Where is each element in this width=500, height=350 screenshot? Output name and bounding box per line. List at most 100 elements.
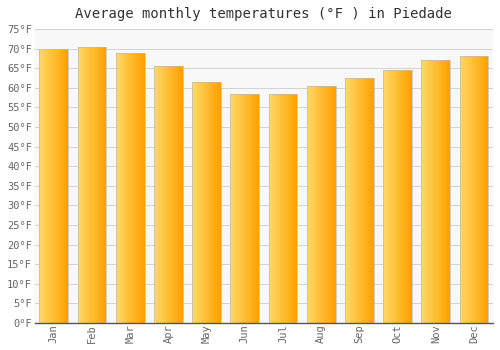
Bar <box>130 52 131 323</box>
Bar <box>323 86 324 323</box>
Bar <box>212 82 214 323</box>
Bar <box>371 78 372 323</box>
Bar <box>258 94 259 323</box>
Bar <box>62 49 64 323</box>
Bar <box>274 94 276 323</box>
Bar <box>383 70 384 323</box>
Bar <box>128 52 130 323</box>
Bar <box>385 70 386 323</box>
Bar <box>240 94 241 323</box>
Bar <box>116 52 117 323</box>
Bar <box>67 49 68 323</box>
Bar <box>358 78 360 323</box>
Bar <box>237 94 238 323</box>
Bar <box>320 86 321 323</box>
Bar <box>352 78 354 323</box>
Bar <box>192 82 221 323</box>
Bar <box>404 70 405 323</box>
Bar <box>90 47 91 323</box>
Bar <box>360 78 362 323</box>
Bar <box>268 94 298 323</box>
Bar <box>156 66 157 323</box>
Bar <box>243 94 244 323</box>
Bar <box>354 78 356 323</box>
Bar <box>136 52 137 323</box>
Bar <box>40 49 42 323</box>
Bar <box>55 49 56 323</box>
Bar <box>118 52 119 323</box>
Bar <box>206 82 208 323</box>
Bar <box>345 78 374 323</box>
Bar <box>393 70 394 323</box>
Bar <box>294 94 296 323</box>
Bar <box>100 47 102 323</box>
Bar <box>158 66 159 323</box>
Bar <box>164 66 166 323</box>
Bar <box>314 86 316 323</box>
Bar <box>96 47 97 323</box>
Bar <box>232 94 234 323</box>
Bar <box>200 82 201 323</box>
Bar <box>307 86 308 323</box>
Bar <box>84 47 86 323</box>
Bar <box>431 61 432 323</box>
Bar <box>133 52 134 323</box>
Bar <box>422 61 424 323</box>
Bar <box>196 82 197 323</box>
Bar <box>87 47 88 323</box>
Bar <box>307 86 336 323</box>
Bar <box>98 47 100 323</box>
Bar <box>322 86 323 323</box>
Bar <box>117 52 118 323</box>
Bar <box>447 61 448 323</box>
Bar <box>86 47 87 323</box>
Bar <box>256 94 257 323</box>
Bar <box>91 47 92 323</box>
Bar <box>484 56 486 323</box>
Bar <box>166 66 168 323</box>
Bar <box>469 56 470 323</box>
Bar <box>368 78 369 323</box>
Bar <box>276 94 278 323</box>
Bar <box>471 56 472 323</box>
Bar <box>56 49 58 323</box>
Bar <box>387 70 388 323</box>
Bar <box>78 47 106 323</box>
Bar <box>172 66 173 323</box>
Bar <box>478 56 480 323</box>
Bar <box>95 47 96 323</box>
Bar <box>94 47 95 323</box>
Bar <box>288 94 290 323</box>
Bar <box>54 49 55 323</box>
Bar <box>168 66 170 323</box>
Bar <box>435 61 436 323</box>
Bar <box>217 82 218 323</box>
Bar <box>176 66 177 323</box>
Bar <box>328 86 329 323</box>
Bar <box>372 78 374 323</box>
Bar <box>126 52 128 323</box>
Bar <box>384 70 385 323</box>
Bar <box>350 78 351 323</box>
Bar <box>462 56 464 323</box>
Bar <box>327 86 328 323</box>
Bar <box>246 94 248 323</box>
Bar <box>161 66 162 323</box>
Bar <box>364 78 365 323</box>
Bar <box>174 66 175 323</box>
Bar <box>124 52 126 323</box>
Bar <box>424 61 426 323</box>
Bar <box>402 70 404 323</box>
Bar <box>194 82 195 323</box>
Bar <box>468 56 469 323</box>
Bar <box>472 56 473 323</box>
Bar <box>365 78 366 323</box>
Bar <box>392 70 393 323</box>
Bar <box>137 52 138 323</box>
Bar <box>139 52 140 323</box>
Bar <box>250 94 252 323</box>
Bar <box>50 49 51 323</box>
Bar <box>422 61 450 323</box>
Bar <box>159 66 160 323</box>
Bar <box>480 56 482 323</box>
